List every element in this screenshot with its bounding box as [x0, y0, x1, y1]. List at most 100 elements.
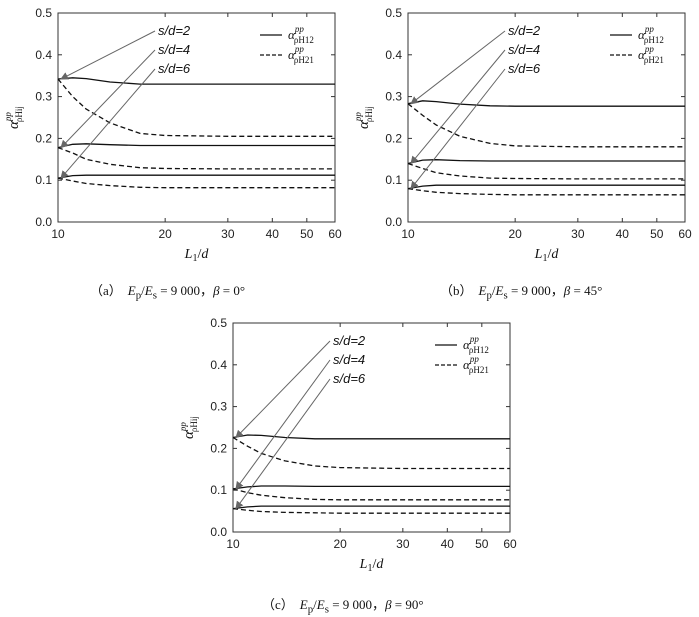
legend-sup: pp — [469, 334, 480, 344]
legend-label: αpp ρH12 — [638, 24, 664, 45]
x-axis-label: L1/d — [359, 557, 385, 574]
legend-symbol: α — [288, 47, 296, 62]
x-tick-label: 60 — [503, 537, 517, 551]
legend-symbol: α — [638, 47, 646, 62]
y-axis-sub: ρHij — [364, 106, 374, 122]
x-tick-label: 30 — [396, 537, 410, 551]
legend-sup: pp — [644, 44, 655, 54]
series-line-sd2-solid — [407, 100, 685, 107]
series-line-sd6-solid — [57, 174, 335, 179]
annotation-arrow — [235, 359, 331, 490]
y-tick-label: 0.1 — [35, 173, 52, 187]
legend-sub: ρH21 — [644, 55, 664, 65]
y-tick-label: 0.0 — [385, 215, 402, 229]
caption-c-beta-value: = 90° — [394, 597, 424, 612]
legend-sup: pp — [469, 354, 480, 364]
legend-label: αpp ρH12 — [463, 334, 489, 355]
legend-symbol: α — [463, 357, 471, 372]
annotation-label: s/d=2 — [333, 333, 366, 348]
annotation-label: s/d=6 — [333, 371, 366, 386]
y-axis-sub: ρHij — [189, 416, 199, 432]
y-tick-label: 0.2 — [210, 441, 227, 455]
y-tick-label: 0.3 — [35, 90, 52, 104]
chart-c-svg: 0.00.10.20.30.40.510 20 30 40 50 60L1/dαppρHi… — [178, 316, 517, 574]
caption-a-ratio-value: = 9 000 — [160, 283, 201, 298]
caption-c-ratio-sub2: s — [324, 603, 329, 616]
caption-a-ratio2: E — [144, 283, 153, 298]
y-tick-label: 0.5 — [210, 316, 227, 330]
legend-symbol: α — [288, 27, 296, 42]
x-tick-label: 50 — [475, 537, 489, 551]
series-line-sd4-solid — [57, 143, 335, 149]
x-axis-label-sub: 1 — [192, 253, 197, 264]
x-tick-label: 50 — [650, 227, 664, 241]
caption-c-ratio-value: = 9 000 — [332, 597, 373, 612]
y-axis-sup: pp — [178, 422, 188, 433]
x-tick-label: 50 — [300, 227, 314, 241]
x-tick-label: 40 — [441, 537, 455, 551]
series-line-sd6-dashed — [407, 187, 685, 196]
y-tick-label: 0.1 — [385, 173, 402, 187]
legend-sub: ρH12 — [469, 345, 489, 355]
annotation-label: s/d=2 — [158, 23, 191, 38]
x-tick-label: 10 — [51, 227, 65, 241]
y-axis-label-text: αppρHij — [3, 106, 24, 129]
annotation-arrow — [60, 68, 156, 179]
series-line-sd6-solid — [232, 505, 510, 510]
annotation-label: s/d=4 — [333, 352, 365, 367]
annotation-arrow — [60, 30, 156, 80]
legend-sub: ρH21 — [469, 365, 489, 375]
annotation-arrow — [410, 68, 506, 190]
caption-a-ratio-sub2: s — [152, 289, 157, 302]
y-tick-label: 0.3 — [210, 400, 227, 414]
series-line-sd2-solid — [232, 434, 510, 440]
y-axis-alpha: α — [6, 120, 22, 129]
caption-a-tag: （a） — [90, 283, 122, 298]
plot-frame — [57, 12, 336, 223]
x-tick-label: 30 — [221, 227, 235, 241]
legend-label: αpp ρH21 — [638, 44, 664, 65]
caption-c-tag: （c） — [262, 597, 294, 612]
caption-b: （b） Ep/Es = 9 000，β = 45° — [440, 283, 603, 302]
chart-panel-c: 0.0 0.1 0.2 0.3 0.4 0.5 10 20 30 40 50 60 L1/d αppρHi… — [175, 310, 524, 580]
y-tick-label: 0.3 — [385, 90, 402, 104]
y-tick-label: 0.2 — [385, 131, 402, 145]
x-axis-label-d: d — [376, 557, 384, 572]
y-axis-sup: pp — [3, 112, 13, 123]
caption-b-beta-value: = 45° — [573, 283, 603, 298]
x-tick-label: 60 — [328, 227, 342, 241]
x-axis-label-sub: 1 — [542, 253, 547, 264]
legend-symbol: α — [638, 27, 646, 42]
y-axis-label-text: αppρHij — [178, 416, 199, 439]
caption-b-ratio-value: = 9 000 — [510, 283, 551, 298]
caption-b-tag: （b） — [440, 283, 473, 298]
series-line-sd4-solid — [407, 159, 685, 165]
series-line-sd2-dashed — [407, 103, 685, 148]
series-line-sd4-dashed — [57, 146, 335, 170]
y-axis-sub: ρHij — [14, 106, 24, 122]
chart-b-svg: 0.00.10.20.30.40.510 20 30 40 50 60L1/dαppρHi… — [353, 6, 692, 264]
x-axis-label-rest: / — [372, 557, 376, 572]
x-axis-label-L: L — [184, 247, 193, 262]
x-axis-label: L1/d — [534, 247, 560, 264]
caption-a-ratio-sub1: p — [135, 289, 142, 302]
plot-frame — [407, 12, 686, 223]
x-tick-label: 40 — [266, 227, 280, 241]
legend-sup: pp — [294, 44, 305, 54]
annotation-arrow — [60, 49, 156, 149]
legend-sub: ρH12 — [294, 35, 314, 45]
annotation-label: s/d=6 — [158, 61, 191, 76]
annotation-label: s/d=6 — [508, 61, 541, 76]
caption-c-ratio-sub1: p — [307, 603, 314, 616]
series-line-sd2-solid — [57, 77, 335, 85]
caption-a-beta: β — [213, 283, 220, 298]
y-tick-label: 0.4 — [385, 48, 402, 62]
y-tick-label: 0.5 — [385, 6, 402, 20]
annotation-label: s/d=4 — [508, 42, 540, 57]
y-axis-label: αppρHij — [178, 416, 199, 439]
y-axis-alpha: α — [181, 430, 197, 439]
legend-label: αpp ρH12 — [288, 24, 314, 45]
series-line-sd2-dashed — [57, 78, 335, 137]
annotation-arrow — [235, 378, 331, 510]
x-tick-label: 20 — [333, 537, 347, 551]
